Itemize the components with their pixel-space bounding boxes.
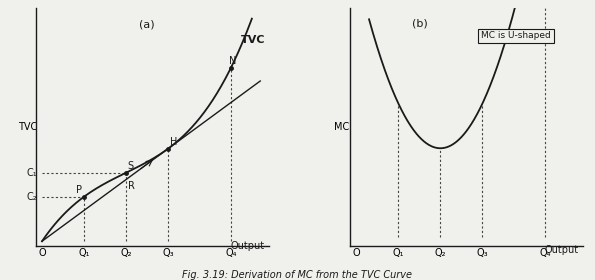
Y-axis label: MC: MC <box>334 122 349 132</box>
Text: H: H <box>170 137 177 148</box>
Text: Fig. 3.19: Derivation of MC from the TVC Curve: Fig. 3.19: Derivation of MC from the TVC… <box>183 270 412 280</box>
Text: C₁: C₁ <box>26 168 37 178</box>
Text: (a): (a) <box>139 19 155 29</box>
Text: C₂: C₂ <box>26 192 37 202</box>
Text: TVC: TVC <box>242 35 266 45</box>
Text: S: S <box>127 161 134 171</box>
Text: MC is U-shaped: MC is U-shaped <box>481 31 551 40</box>
Text: P: P <box>76 185 82 195</box>
Text: Output: Output <box>230 241 264 251</box>
Text: Output: Output <box>545 245 579 255</box>
Y-axis label: TVC: TVC <box>18 122 37 132</box>
Text: N: N <box>228 56 236 66</box>
Text: R: R <box>127 181 134 191</box>
Text: (b): (b) <box>412 19 427 29</box>
